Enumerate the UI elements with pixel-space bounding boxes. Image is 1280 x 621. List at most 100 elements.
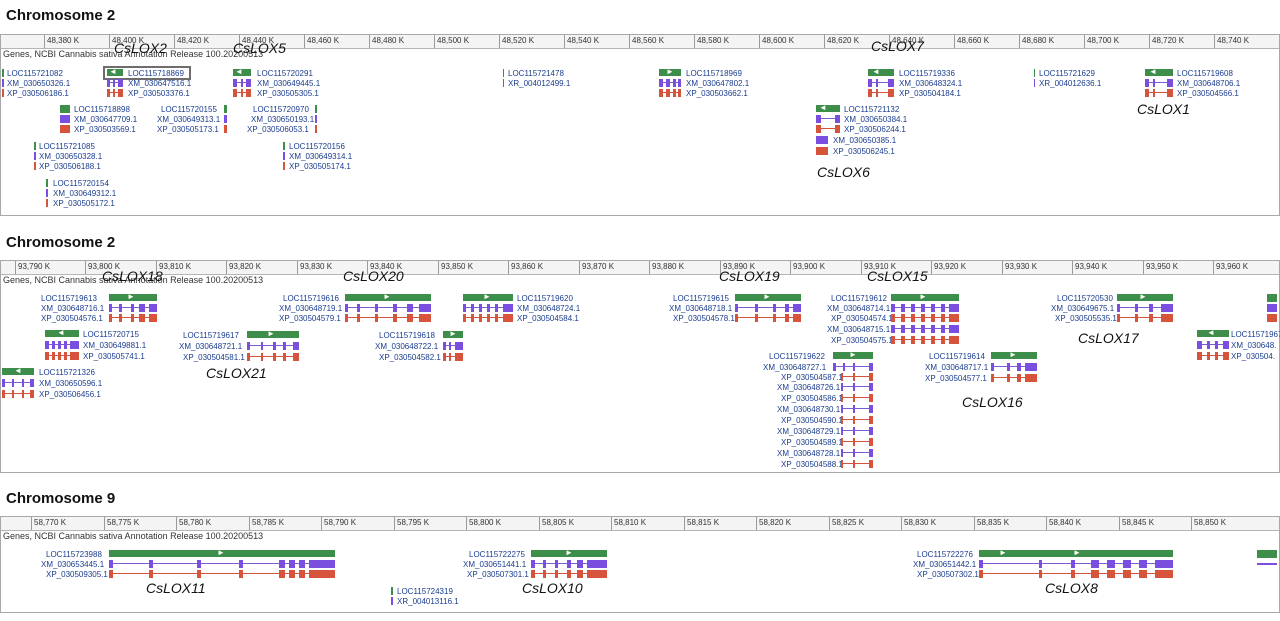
gene-feature[interactable] [1034,69,1035,77]
mrna-label[interactable]: XM_030648726.1 [777,383,841,392]
mrna-label[interactable]: XM_030649314.1 [289,152,353,161]
mrna-label[interactable]: XM_030648714.1 [827,304,891,313]
protein-feature[interactable] [109,314,157,322]
gene-feature[interactable] [224,105,227,113]
mrna-feature[interactable] [46,189,48,197]
mrna-feature[interactable] [991,363,1037,371]
mrna-label[interactable]: XM_030649445.1 [257,79,321,88]
protein-feature[interactable] [841,416,873,424]
protein-label[interactable]: XP_030504587.1 [781,373,843,382]
gene-label[interactable]: LOC115721082 [7,69,63,78]
gene-label[interactable]: LOC115719612 [831,294,887,303]
mrna-label[interactable]: XM_030651442.1 [913,560,977,569]
gene-feature[interactable]: ► [463,292,513,301]
mrna-feature[interactable] [503,79,504,87]
protein-feature[interactable] [224,125,227,133]
mrna-label[interactable]: XR_004013116.1 [397,597,459,606]
mrna-label[interactable]: XM_030648706.1 [1177,79,1241,88]
mrna-label[interactable]: XM_030648724.1 [517,304,581,313]
gene-label[interactable]: LOC115721629 [1039,69,1095,78]
gene-label[interactable]: LOC115720530 [1057,294,1113,303]
mrna-label[interactable]: XM_030648730.1 [777,405,841,414]
protein-label[interactable]: XP_030506244.1 [844,125,906,134]
protein-label[interactable]: XP_030503376.1 [128,89,190,98]
gene-label[interactable]: LOC115719336 [899,69,955,78]
mrna-feature[interactable] [60,115,70,123]
mrna-feature[interactable] [816,136,828,144]
protein-label[interactable]: XP_030504576.1 [41,314,103,323]
mrna-feature[interactable] [531,560,607,568]
protein-feature[interactable] [841,460,873,468]
mrna-feature[interactable] [1145,79,1173,87]
gene-feature[interactable] [283,142,285,150]
gene-label[interactable]: LOC115719613 [41,294,97,303]
mrna-feature[interactable] [45,341,79,349]
protein-label[interactable]: XP_030504578.1 [673,314,735,323]
mrna-label[interactable]: XM_030653445.1 [41,560,105,569]
gene-feature[interactable] [503,69,504,77]
mrna-feature[interactable] [1257,563,1277,565]
protein-feature[interactable] [443,353,463,361]
gene-feature[interactable]: ◄ [2,366,34,375]
mrna-label[interactable]: XM_030648. [1231,341,1277,350]
gene-feature[interactable]: ► [345,292,431,301]
protein-feature[interactable] [841,438,873,446]
gene-label[interactable]: LOC115719674 [1231,330,1280,339]
gene-label[interactable]: LOC115721085 [39,142,95,151]
mrna-label[interactable]: XM_030648719.1 [279,304,343,313]
mrna-label[interactable]: XM_030648728.1 [777,449,841,458]
mrna-feature[interactable] [233,79,251,87]
protein-feature[interactable] [841,373,873,381]
mrna-label[interactable]: XM_030651441.1 [463,560,527,569]
mrna-feature[interactable] [463,304,513,312]
gene-label[interactable]: LOC115718869 [128,69,184,78]
mrna-label[interactable]: XM_030647516.1 [128,79,192,88]
mrna-label[interactable]: XM_030647709.1 [74,115,138,124]
protein-label[interactable]: XP_030505305.1 [257,89,319,98]
gene-label[interactable]: LOC115722276 [917,550,973,559]
gene-label[interactable]: LOC115723988 [46,550,102,559]
mrna-label[interactable]: XM_030649313.1 [157,115,221,124]
gene-label[interactable]: LOC115719617 [183,331,239,340]
gene-label[interactable]: LOC115720155 [161,105,217,114]
mrna-feature[interactable] [247,342,299,350]
protein-label[interactable]: XP_030504589.1 [781,438,843,447]
mrna-feature[interactable] [833,363,873,371]
protein-label[interactable]: XP_030506053.1 [247,125,309,134]
gene-feature[interactable]: ► [991,350,1037,359]
protein-label[interactable]: XP_030504588.1 [781,460,843,469]
mrna-feature[interactable] [2,79,4,87]
protein-feature[interactable] [816,147,828,155]
gene-feature[interactable]: ► [109,292,157,301]
protein-feature[interactable] [868,89,894,97]
mrna-feature[interactable] [868,79,894,87]
gene-label[interactable]: LOC115720970 [253,105,309,114]
protein-label[interactable]: XP_030504575.1 [831,336,893,345]
mrna-label[interactable]: XM_030649881.1 [83,341,147,350]
mrna-label[interactable]: XM_030648716.1 [41,304,105,313]
mrna-feature[interactable] [345,304,431,312]
mrna-feature[interactable] [391,597,393,605]
mrna-label[interactable]: XM_030650385.1 [833,136,897,145]
mrna-label[interactable]: XM_030650328.1 [39,152,103,161]
protein-feature[interactable] [659,89,681,97]
gene-label[interactable]: LOC115719622 [769,352,825,361]
protein-label[interactable]: XP_030504579.1 [279,314,341,323]
mrna-feature[interactable] [224,115,227,123]
mrna-label[interactable]: XM_030648717.1 [925,363,989,372]
mrna-label[interactable]: XM_030650326.1 [7,79,71,88]
mrna-label[interactable]: XM_030648729.1 [777,427,841,436]
mrna-feature[interactable] [109,560,335,568]
protein-label[interactable]: XP_030506186.1 [7,89,69,98]
mrna-feature[interactable] [659,79,681,87]
mrna-label[interactable]: XM_030648324.1 [899,79,963,88]
gene-feature[interactable]: ► [1117,292,1173,301]
gene-feature[interactable]: ◄ [233,67,251,76]
mrna-feature[interactable] [107,79,123,87]
protein-label[interactable]: XP_030503569.1 [74,125,136,134]
gene-label[interactable]: LOC115720291 [257,69,313,78]
protein-feature[interactable] [283,162,285,170]
protein-feature[interactable] [735,314,801,322]
gene-feature[interactable]: ◄ [107,67,123,76]
mrna-label[interactable]: XM_030648727.1 [763,363,827,372]
